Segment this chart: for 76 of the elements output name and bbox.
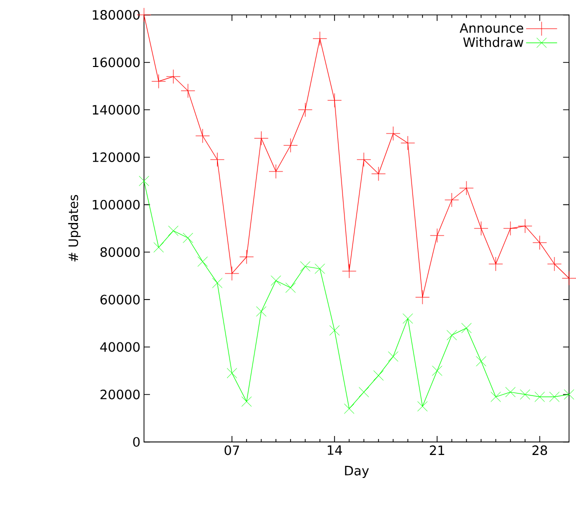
point (562, 270, 576, 286)
point (226, 368, 238, 378)
point (168, 225, 178, 236)
point (314, 263, 326, 274)
point (386, 126, 400, 140)
y-tick-label: 180000 (92, 10, 140, 20)
x-tick-label: 28 (532, 445, 548, 455)
y-tick-label: 0 (133, 436, 140, 447)
point (356, 152, 372, 167)
y-tick-label: 100000 (92, 200, 140, 210)
point (444, 192, 459, 207)
y-tick-label: 140000 (92, 104, 140, 114)
point (520, 389, 530, 400)
point (329, 325, 340, 336)
point (415, 290, 430, 304)
point (239, 249, 254, 264)
point (488, 256, 503, 271)
point (195, 128, 210, 143)
y-tick-label: 60000 (100, 294, 140, 304)
point (241, 396, 252, 407)
point (312, 31, 328, 46)
point (400, 136, 416, 150)
legend-label: Withdraw (463, 36, 524, 47)
point (298, 102, 312, 117)
point (430, 228, 444, 243)
point (388, 351, 398, 362)
point (285, 282, 296, 293)
point (283, 138, 298, 152)
point (212, 278, 222, 288)
point (476, 356, 486, 366)
y-tick-label: 20000 (100, 389, 140, 400)
point (256, 306, 266, 316)
point (461, 322, 472, 333)
point (151, 74, 166, 88)
point (564, 389, 574, 400)
point (371, 166, 386, 181)
x-axis-title: Day (345, 466, 369, 478)
y-tick-label: 120000 (92, 152, 140, 162)
point (417, 400, 428, 412)
point (446, 330, 457, 340)
point (373, 370, 384, 380)
point (224, 266, 240, 280)
point (432, 365, 442, 376)
point (180, 83, 196, 98)
point (358, 386, 370, 398)
y-tick-label: 40000 (100, 342, 140, 352)
x-tick-label: 07 (224, 445, 240, 455)
point (459, 180, 474, 196)
point (547, 256, 562, 271)
point (549, 391, 560, 402)
point (344, 403, 354, 414)
point (532, 235, 547, 250)
point (270, 275, 282, 286)
point (268, 164, 284, 178)
point (342, 264, 356, 278)
point (166, 69, 181, 84)
point (402, 313, 413, 324)
x-tick-label: 14 (328, 445, 342, 455)
point (153, 242, 164, 252)
point (182, 232, 194, 243)
y-tick-label: 160000 (92, 57, 140, 67)
point (474, 220, 488, 236)
point (534, 391, 545, 402)
point (197, 256, 208, 267)
point (138, 176, 150, 186)
point (503, 220, 518, 236)
y-axis-title: # Updates (68, 194, 81, 262)
point (490, 391, 501, 402)
y-tick-label: 80000 (100, 247, 140, 257)
point (518, 218, 532, 234)
legend-label: Announce (460, 23, 524, 33)
x-tick-label: 21 (430, 445, 444, 455)
point (505, 386, 516, 398)
point (300, 260, 310, 272)
point (327, 92, 342, 108)
point (210, 152, 224, 167)
